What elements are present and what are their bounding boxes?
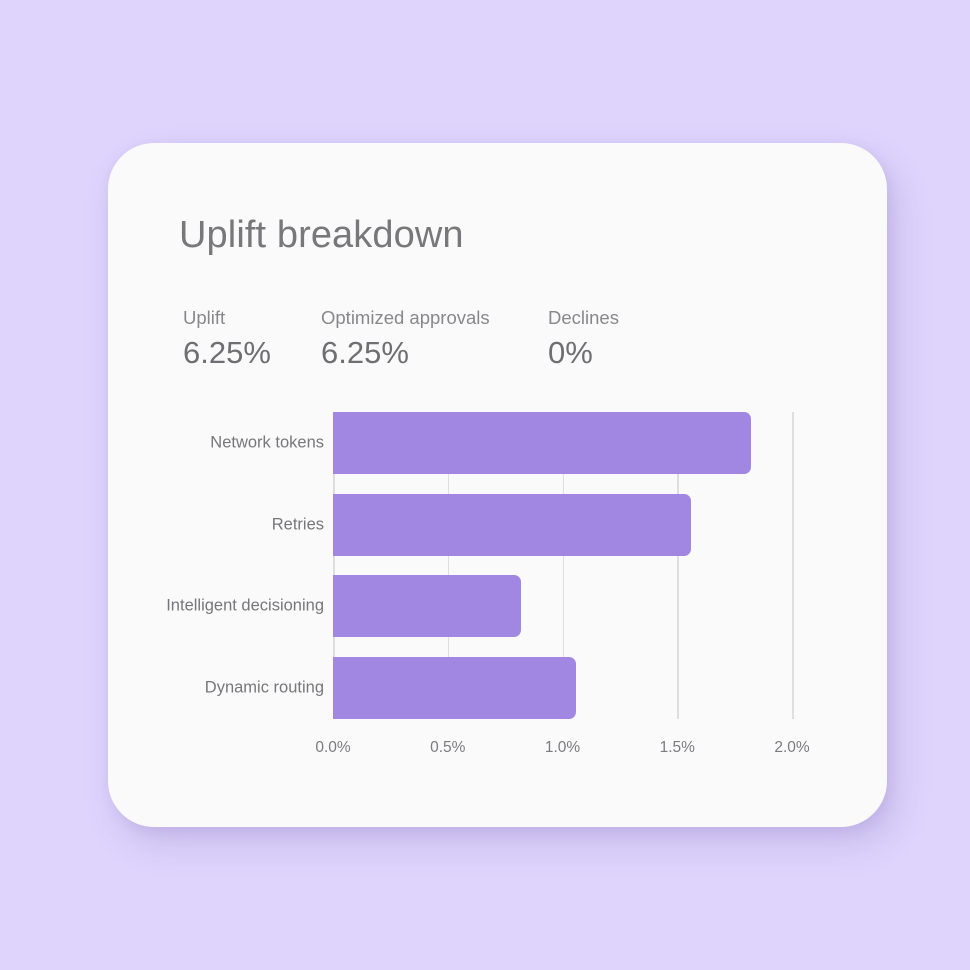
chart-bar[interactable] xyxy=(333,412,751,474)
chart-gridline xyxy=(677,412,679,719)
x-axis-tick-label: 0.0% xyxy=(315,739,351,756)
y-axis-category-label: Network tokens xyxy=(210,433,324,452)
x-axis-tick-label: 1.5% xyxy=(659,739,695,756)
stat-optimized-approvals: Optimized approvals 6.25% xyxy=(321,307,490,370)
chart-bar[interactable] xyxy=(333,575,522,638)
chart-bar[interactable] xyxy=(333,493,692,556)
stat-declines: Declines 0% xyxy=(548,307,619,370)
x-axis-tick-label: 1.0% xyxy=(544,739,581,756)
y-axis-category-label: Retries xyxy=(271,515,324,534)
chart-plot-area: 0.0% 0.5% 1.0% 1.5% 2.0% Network tokens Retrie… xyxy=(166,412,810,756)
stat-uplift-label: Uplift xyxy=(183,307,226,328)
stat-declines-value: 0% xyxy=(548,335,593,370)
y-axis-category-label: Dynamic routing xyxy=(204,678,324,697)
chart-gridline xyxy=(792,412,794,719)
chart-bar[interactable] xyxy=(333,657,577,719)
stat-uplift: Uplift 6.25% xyxy=(183,307,271,370)
stat-uplift-value: 6.25% xyxy=(183,335,271,370)
chart-bar-row[interactable]: Intelligent decisioning xyxy=(166,575,522,638)
chart-bar-row[interactable]: Network tokens xyxy=(210,412,751,474)
chart-gridline xyxy=(333,412,335,719)
chart-gridline xyxy=(562,412,564,719)
y-axis-category-label: Intelligent decisioning xyxy=(166,596,324,615)
summary-stats: Uplift 6.25% Optimized approvals 6.25% D… xyxy=(183,307,783,377)
stat-declines-label: Declines xyxy=(548,307,619,328)
x-axis-tick-label: 0.5% xyxy=(430,739,466,756)
stat-optimized-approvals-label: Optimized approvals xyxy=(321,307,490,328)
uplift-breakdown-card: Uplift breakdown Uplift 6.25% Optimized … xyxy=(108,143,887,827)
uplift-bar-chart: 0.0% 0.5% 1.0% 1.5% 2.0% Network tokens Retrie… xyxy=(108,143,887,827)
chart-bar-row[interactable]: Retries xyxy=(272,493,692,556)
page-title: Uplift breakdown xyxy=(179,214,464,256)
chart-bar-row[interactable]: Dynamic routing xyxy=(205,657,577,719)
stat-optimized-approvals-value: 6.25% xyxy=(321,335,409,370)
chart-gridline xyxy=(447,412,450,719)
x-axis-tick-label: 2.0% xyxy=(774,739,810,756)
